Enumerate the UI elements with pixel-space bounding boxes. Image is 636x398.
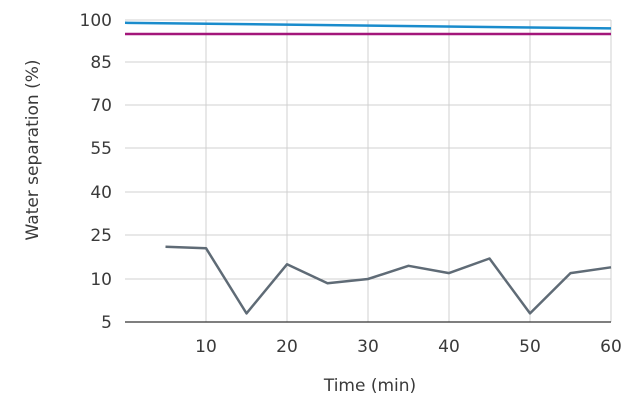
x-tick-label: 10: [195, 337, 217, 357]
series-line-3: [165, 245, 612, 315]
x-tick-labels: 10 20 30 40 50 60: [195, 337, 622, 357]
x-axis-label: Time (min): [323, 376, 416, 396]
x-tick-label: 30: [357, 337, 379, 357]
y-tick-label: 10: [90, 270, 112, 290]
x-tick-label: 50: [519, 337, 541, 357]
series-lines: [124, 21, 612, 315]
series-line-1: [124, 21, 612, 30]
y-axis-label: Water separation (%): [23, 60, 43, 241]
y-tick-label: 70: [90, 96, 112, 116]
y-tick-label: 55: [90, 139, 112, 159]
x-tick-label: 60: [600, 337, 622, 357]
x-tick-label: 20: [276, 337, 298, 357]
horizontal-grid-lines: [125, 19, 611, 280]
y-tick-label: 85: [90, 53, 112, 73]
y-tick-label: 40: [90, 183, 112, 203]
x-tick-label: 40: [438, 337, 460, 357]
y-tick-label: 25: [90, 226, 112, 246]
grid-lines: [205, 20, 612, 322]
y-tick-label: 100: [80, 11, 112, 31]
y-tick-labels: 5 10 25 40 55 70 85 100: [80, 11, 112, 333]
y-tick-label: 5: [101, 313, 112, 333]
